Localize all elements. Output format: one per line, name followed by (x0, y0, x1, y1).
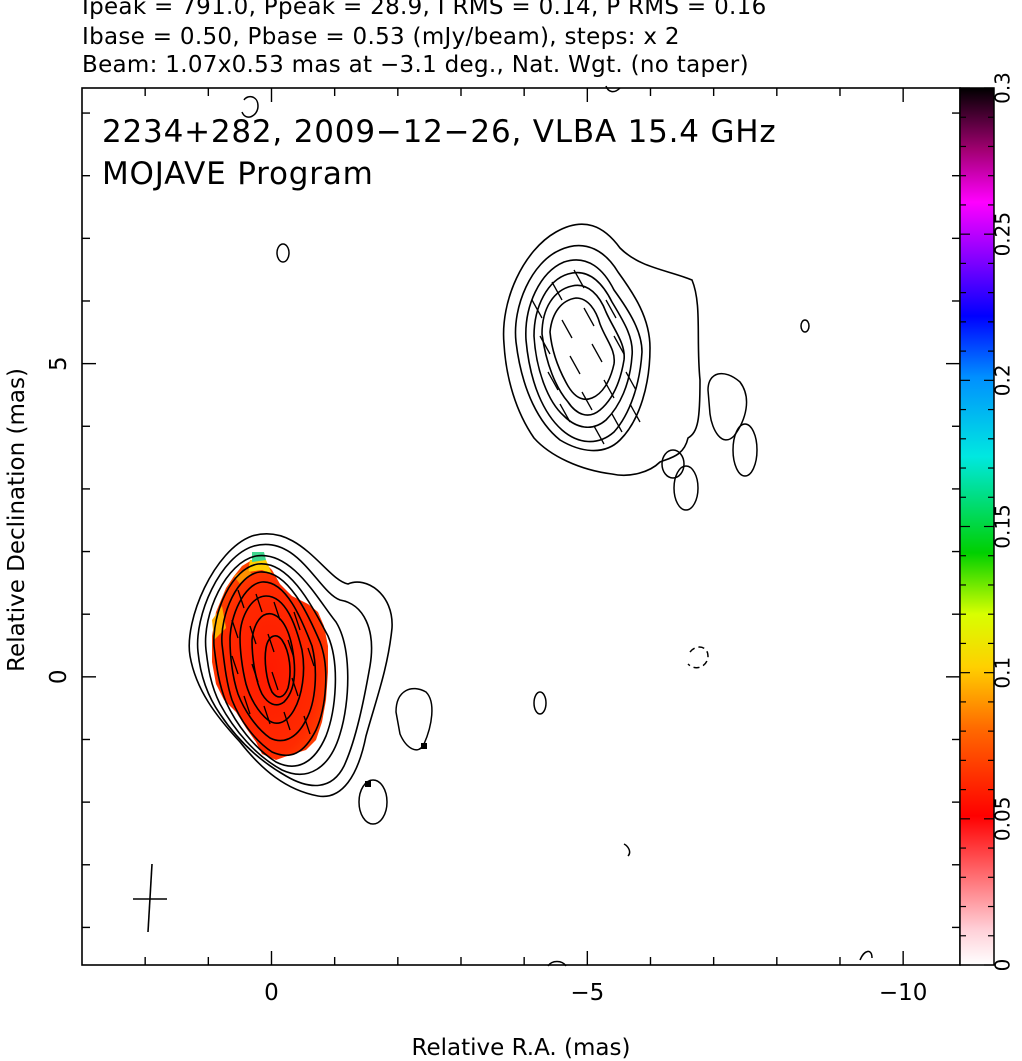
plot-frame (81, 87, 961, 966)
header-line-1: Ipeak = 791.0, Ppeak = 28.9, I RMS = 0.1… (82, 0, 767, 20)
y-axis-tick-labels: 05 (46, 356, 72, 684)
x-axis-label: Relative R.A. (mas) (412, 1035, 631, 1061)
jet-contours (502, 223, 701, 477)
colorbar-label: 0.3 (991, 72, 1015, 104)
x-tick-label: 0 (264, 980, 279, 1006)
chart-subtitle: MOJAVE Program (102, 156, 374, 192)
colorbar-label: 0.25 (991, 212, 1015, 257)
header-line-2: Ibase = 0.50, Pbase = 0.53 (mJy/beam), s… (82, 24, 680, 50)
y-tick-label: 0 (46, 670, 72, 685)
colorbar-ticks (960, 87, 994, 966)
noise-contours (241, 85, 873, 967)
header-line-3: Beam: 1.07x0.53 mas at −3.1 deg., Nat. W… (82, 52, 749, 78)
colorbar-label: 0.05 (991, 797, 1015, 842)
x-tick-label: −10 (879, 980, 928, 1006)
y-axis-ticks (82, 112, 960, 929)
x-axis-tick-labels: 0 −5 −10 (264, 980, 927, 1006)
chart-title: 2234+282, 2009−12−26, VLBA 15.4 GHz (102, 114, 776, 150)
x-tick-label: −5 (570, 980, 604, 1006)
jet-polarization-ticks (531, 269, 641, 445)
core-polarization-ticks (231, 589, 315, 735)
colorbar-tick-labels: 0 0.05 0.1 0.15 0.2 0.25 0.3 (991, 72, 1015, 971)
colorbar-label: 0.15 (991, 504, 1015, 549)
x-axis-ticks (144, 88, 904, 965)
y-tick-label: 5 (46, 356, 72, 371)
y-axis-label: Relative Declination (mas) (4, 368, 30, 672)
plot-border (81, 87, 961, 966)
beam-cross-icon (133, 863, 167, 933)
core-contours (188, 533, 393, 798)
colorbar-label: 0.2 (991, 364, 1015, 396)
colorbar-label: 0.1 (991, 657, 1015, 689)
colorbar-label: 0 (991, 959, 1015, 972)
